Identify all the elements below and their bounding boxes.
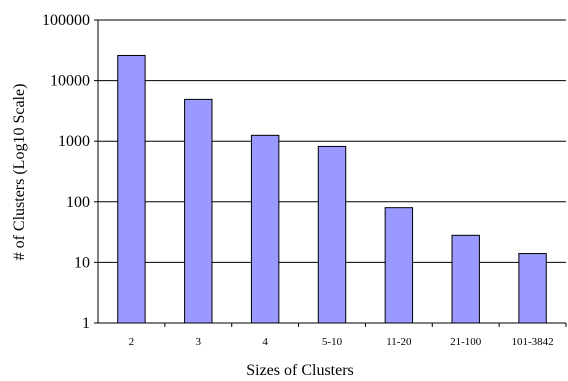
y-tick-labels: 1 10 100 1000 10000 100000	[42, 12, 98, 332]
bar	[250, 134, 280, 324]
x-tick-label: 2	[129, 336, 135, 348]
x-tick-label: 21-100	[450, 336, 482, 348]
y-tick-label: 10000	[50, 73, 90, 90]
y-tick-label: 1000	[58, 133, 90, 150]
y-tick-label: 100000	[42, 12, 90, 29]
x-tick-label: 11-20	[386, 336, 412, 348]
bars	[117, 54, 547, 324]
x-tick-labels: 2 3 4 5-10 11-20 21-100 101-3842	[129, 323, 567, 348]
y-tick-label: 100	[66, 194, 90, 211]
bar	[317, 145, 347, 324]
x-tick-label: 4	[262, 336, 268, 348]
y-tick-label: 10	[74, 254, 90, 271]
bar	[384, 207, 414, 324]
bar	[184, 98, 213, 324]
x-tick-label: 3	[196, 336, 202, 348]
grid-lines	[98, 19, 566, 263]
x-axis-title: Sizes of Clusters	[246, 362, 354, 379]
x-tick-label: 5-10	[322, 336, 343, 348]
bar	[117, 54, 146, 324]
bar	[518, 253, 547, 324]
y-axis-title: # of Clusters (Log10 Scale)	[11, 84, 28, 261]
x-tick-label: 101-3842	[511, 336, 553, 348]
axes	[97, 20, 566, 324]
y-tick-label: 1	[82, 315, 90, 332]
bar	[451, 234, 480, 324]
